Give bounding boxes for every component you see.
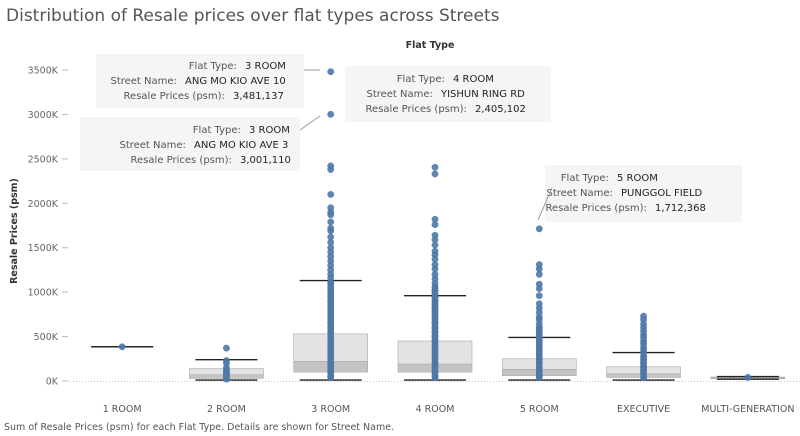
data-point (431, 221, 439, 229)
data-point (431, 241, 439, 249)
x-category-label: 4 ROOM (416, 404, 455, 415)
x-category-label: 1 ROOM (103, 404, 142, 415)
y-tick-label: 1000K (28, 288, 59, 299)
y-tick-label: 1500K (28, 243, 59, 254)
x-category-label: 2 ROOM (207, 404, 246, 415)
data-point (535, 292, 543, 300)
x-category-label: 5 ROOM (520, 404, 559, 415)
data-point (118, 343, 126, 351)
y-tick-label: 0K (46, 377, 59, 388)
data-point (431, 170, 439, 178)
tooltip-flat-type-line: Flat Type: 3 ROOM (193, 118, 290, 137)
tooltip-ang-mo-kio-ave-3: Flat Type: 3 ROOM Street Name: ANG MO KI… (80, 117, 300, 171)
point-group (118, 68, 752, 383)
data-point (327, 166, 335, 173)
category-labels: 1 ROOM 2 ROOM 3 ROOM 4 ROOM 5 ROOM EXECUTIVE M… (103, 404, 795, 415)
tooltip-punggol-field: Flat Type: 5 ROOM Street Name: PUNGGOL F… (545, 165, 742, 222)
data-point (535, 285, 543, 292)
tooltip-street-line: Street Name: ANG MO KIO AVE 3 (119, 133, 288, 152)
dense-point-column (223, 367, 230, 381)
tooltip-bg (345, 66, 551, 122)
y-axis: 0K 500K 1000K 1500K 2000K 2500K 3000K 3500K (28, 66, 800, 388)
dense-point-column (431, 285, 439, 381)
data-point (431, 163, 439, 171)
tooltip-ang-mo-kio-ave-10: Flat Type: 3 ROOM Street Name: ANG MO KI… (96, 54, 304, 108)
data-point (327, 110, 335, 118)
tooltip-bg (96, 54, 304, 108)
data-point (327, 218, 335, 226)
data-point (535, 270, 543, 278)
y-axis-title: Resale Prices (psm) (9, 178, 20, 284)
data-point (535, 225, 543, 233)
dense-point-column (536, 325, 543, 381)
x-category-label: MULTI-GENERATION (701, 404, 794, 415)
data-point (223, 344, 230, 352)
x-category-label: 3 ROOM (311, 404, 350, 415)
tooltip-price-line: Resale Prices (psm): 3,001,110 (131, 148, 291, 167)
tooltip-price-line: Resale Prices (psm): 2,405,102 (366, 97, 526, 116)
x-header-label: Flat Type (406, 40, 455, 51)
tooltip-bg (80, 117, 300, 171)
y-tick-label: 3500K (28, 66, 59, 77)
y-tick-label: 2500K (28, 154, 59, 165)
chart-title: Distribution of Resale prices over flat … (6, 6, 500, 26)
y-tick-label: 3000K (28, 110, 59, 121)
tooltip-price-line: Resale Prices (psm): 1,712,368 (546, 196, 706, 215)
tooltip-price-line: Resale Prices (psm): 3,481,137 (124, 84, 284, 103)
tooltip-street-line: Street Name: ANG MO KIO AVE 10 (110, 69, 285, 88)
tooltip-flat-type-line: Flat Type: 4 ROOM (397, 67, 494, 86)
dense-point-column (327, 278, 334, 381)
data-point (327, 68, 335, 76)
tooltip-flat-type-line: Flat Type: 5 ROOM (561, 166, 658, 185)
tooltip-yishun-ring-rd: Flat Type: 4 ROOM Street Name: YISHUN RI… (345, 66, 551, 122)
chart-footnote: Sum of Resale Prices (psm) for each Flat… (4, 422, 395, 433)
data-point (327, 190, 335, 198)
y-tick-label: 2000K (28, 199, 59, 210)
tooltip-connector (537, 187, 553, 221)
tooltip-bg (545, 165, 742, 222)
y-tick-label: 500K (34, 332, 59, 343)
tooltip-street-line: Street Name: PUNGGOL FIELD (546, 181, 702, 200)
dense-point-column (640, 354, 647, 381)
data-point (327, 211, 335, 219)
tooltip-connector (299, 115, 321, 131)
data-point (744, 374, 752, 381)
tooltip-flat-type-line: Flat Type: 3 ROOM (189, 54, 286, 73)
tooltip-street-line: Street Name: YISHUN RING RD (366, 82, 525, 101)
x-category-label: EXECUTIVE (617, 404, 670, 415)
data-point (327, 227, 335, 235)
